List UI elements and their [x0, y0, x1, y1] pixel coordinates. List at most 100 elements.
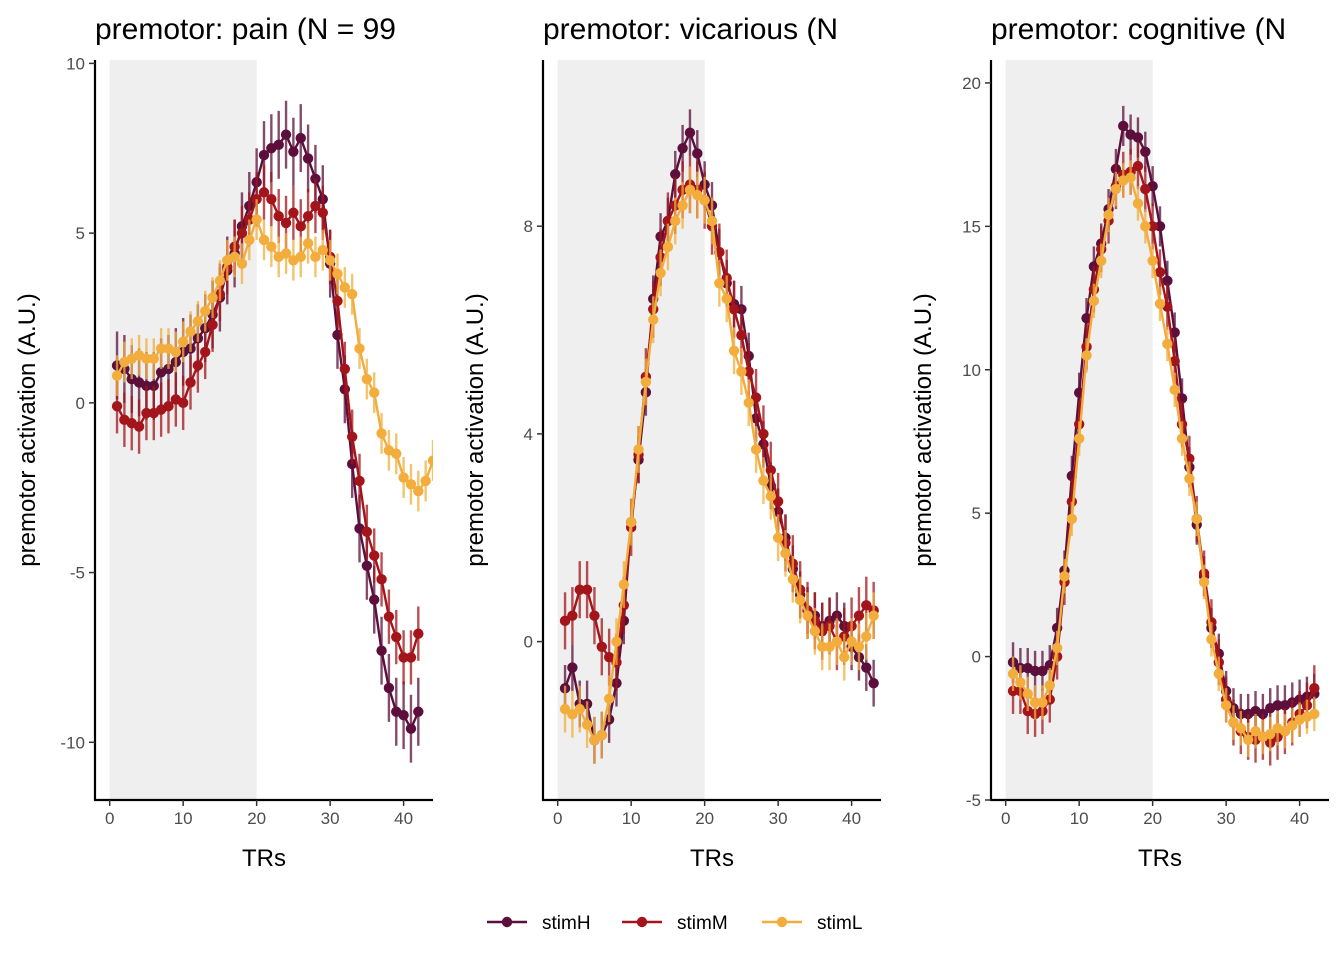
x-tick-label: 30: [1217, 809, 1236, 828]
y-axis-label: premotor activation (A.U.): [462, 293, 489, 566]
data-point: [736, 330, 747, 341]
series-stimL: [111, 199, 433, 512]
data-point: [391, 448, 402, 459]
data-point: [295, 132, 306, 144]
x-tick-label: 40: [1290, 809, 1309, 828]
data-point: [1051, 642, 1063, 654]
data-point: [369, 594, 380, 605]
x-tick-label: 10: [174, 809, 193, 828]
data-point: [831, 636, 843, 647]
data-point: [603, 651, 615, 663]
data-point: [1029, 697, 1041, 708]
data-point: [750, 444, 762, 455]
data-point: [1132, 198, 1144, 209]
data-point: [868, 610, 879, 621]
data-point: [148, 380, 159, 392]
legend: stimH stimM stimL: [487, 913, 862, 934]
x-tick-label: 40: [842, 809, 861, 828]
x-tick-label: 0: [1001, 809, 1010, 828]
data-point: [648, 314, 659, 325]
data-point: [640, 376, 652, 388]
data-point: [1191, 513, 1202, 525]
data-point: [1287, 720, 1298, 731]
series-stimL: [559, 166, 879, 764]
data-point: [1154, 221, 1166, 232]
data-point: [1309, 708, 1320, 720]
data-point: [1132, 160, 1144, 172]
data-point: [354, 343, 365, 354]
data-point: [302, 238, 314, 249]
data-point: [1206, 634, 1217, 645]
data-point: [1309, 682, 1320, 694]
data-point: [1044, 680, 1055, 691]
data-point: [185, 326, 196, 337]
data-point: [1096, 255, 1107, 266]
data-point: [1242, 734, 1254, 745]
data-point: [1169, 384, 1180, 396]
x-tick-label: 10: [622, 809, 641, 828]
data-point: [589, 610, 600, 621]
data-point: [369, 550, 380, 561]
data-point: [229, 251, 240, 263]
plot-area: [559, 109, 879, 764]
data-point: [302, 153, 314, 164]
data-point: [677, 143, 688, 154]
data-point: [758, 475, 769, 486]
data-point: [405, 479, 417, 490]
data-point: [596, 729, 607, 741]
data-point: [670, 169, 681, 180]
data-point: [251, 214, 262, 225]
data-point: [559, 615, 571, 627]
data-point: [413, 485, 424, 497]
data-point: [361, 526, 373, 538]
data-point: [1029, 665, 1041, 677]
data-point: [258, 187, 270, 198]
data-point: [677, 200, 688, 211]
data-point: [765, 491, 776, 502]
data-point: [332, 295, 343, 307]
data-point: [1147, 255, 1158, 266]
data-point: [817, 641, 828, 653]
data-point: [1176, 433, 1188, 444]
data-point: [346, 289, 358, 300]
data-point: [141, 380, 152, 392]
data-point: [1228, 717, 1239, 728]
data-point: [1213, 668, 1224, 679]
data-point: [839, 651, 850, 663]
data-point: [574, 584, 585, 595]
y-tick-label: -5: [70, 564, 85, 583]
data-point: [1066, 513, 1078, 525]
data-point: [192, 316, 204, 327]
data-point: [809, 626, 821, 637]
data-point: [1022, 688, 1033, 700]
data-point: [376, 428, 387, 439]
y-tick-label: 5: [76, 224, 85, 243]
data-point: [1007, 668, 1019, 679]
data-point: [280, 248, 292, 259]
data-point: [339, 282, 351, 293]
data-point: [391, 631, 402, 643]
data-point: [1147, 221, 1158, 232]
data-point: [1250, 725, 1261, 737]
y-tick-label: 4: [524, 425, 533, 444]
y-tick-label: 8: [524, 217, 533, 236]
legend-item-stimM: stimM: [622, 913, 728, 934]
plot-area: [111, 100, 433, 763]
data-point: [633, 444, 644, 455]
y-tick-label: -10: [60, 733, 85, 752]
data-point: [266, 193, 277, 205]
data-point: [1037, 665, 1048, 677]
data-point: [611, 636, 622, 647]
data-point: [376, 645, 387, 656]
data-point: [111, 370, 123, 381]
legend-label: stimM: [677, 913, 728, 934]
data-point: [567, 709, 578, 720]
data-point: [405, 652, 417, 663]
data-point: [207, 292, 218, 303]
legend-marker: [501, 916, 513, 928]
data-point: [589, 735, 600, 746]
data-point: [581, 719, 593, 730]
data-point: [177, 336, 189, 347]
legend-marker: [776, 916, 788, 928]
data-point: [280, 129, 292, 140]
